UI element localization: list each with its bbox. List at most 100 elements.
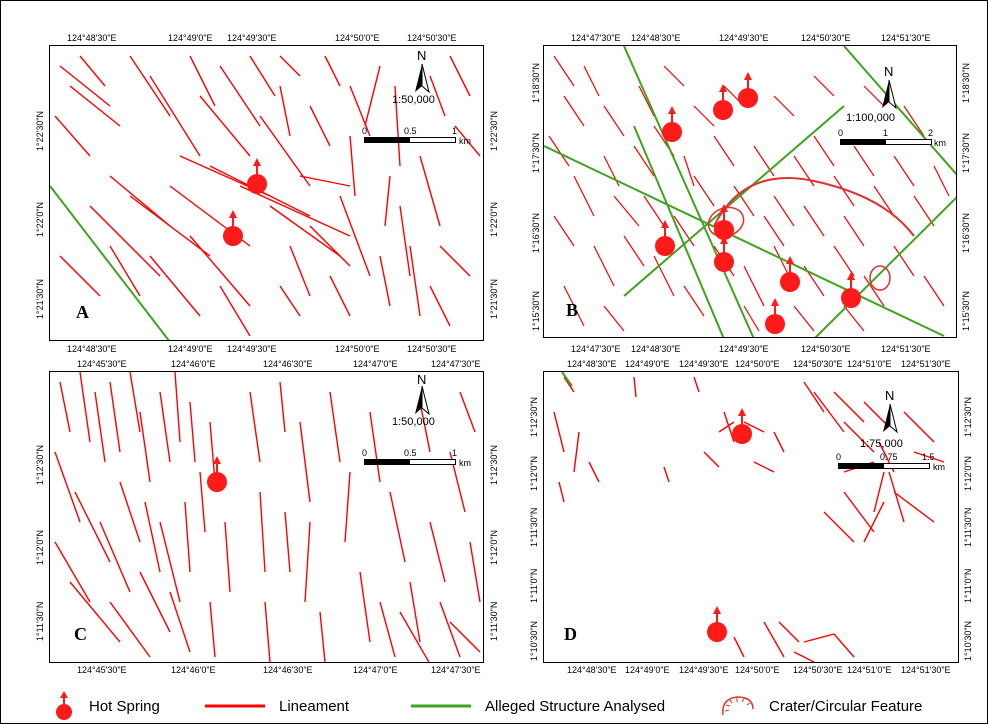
north-label: N (884, 64, 894, 79)
scale-label: 1 (452, 448, 458, 458)
north-arrow-icon (883, 403, 898, 434)
scale-label: 2 (928, 128, 934, 138)
tick-right: 1°15'30"N (961, 290, 971, 331)
hot-spring-icon (714, 204, 734, 240)
hot-spring-icon (662, 106, 682, 142)
scale-label: 1 (883, 128, 889, 138)
panel-label: A (76, 302, 89, 322)
panel-label: D (564, 624, 577, 644)
tick-left: 1°12'30"N (529, 396, 539, 437)
tick-bottom: 124°50'0"E (335, 344, 380, 354)
tick-bottom: 124°48'30"E (631, 344, 681, 354)
tick-top: 124°50'30"E (801, 33, 851, 43)
tick-right: 1°22'0"N (489, 201, 499, 237)
tick-top: 124°49'30"E (227, 33, 277, 43)
legend-label: Crater/Circular Feature (769, 697, 923, 715)
north-label: N (885, 388, 895, 403)
map-panel-a: A N 1:50,000 0 0.5 1 km (49, 45, 484, 341)
tick-right: 1°12'30"N (489, 444, 499, 485)
scale-unit: km (934, 138, 946, 148)
legend: Hot Spring Lineament Alleged Structure A… (1, 691, 988, 721)
tick-top: 124°49'30"E (679, 359, 729, 369)
tick-left: 1°16'30"N (531, 212, 541, 253)
tick-top: 124°46'30"E (263, 359, 313, 369)
scale-label: 0.75 (880, 452, 898, 462)
scale-bar (364, 137, 456, 143)
tick-right: 1°12'30"N (963, 396, 973, 437)
tick-right: 1°11'0"N (963, 568, 973, 603)
tick-top: 124°47'30"E (571, 33, 621, 43)
tick-left: 1°11'30"N (35, 601, 45, 641)
north-arrow-icon (415, 63, 430, 94)
tick-bottom: 124°48'30"E (567, 665, 617, 675)
tick-bottom: 124°51'30"E (881, 344, 931, 354)
hot-spring-icon (841, 272, 861, 308)
legend-label: Lineament (279, 697, 350, 715)
tick-bottom: 124°49'30"E (679, 665, 729, 675)
tick-bottom: 124°48'30"E (67, 344, 117, 354)
tick-top: 124°49'30"E (719, 33, 769, 43)
scale-ratio: 1:75,000 (860, 438, 903, 450)
legend-item-lineament: Lineament (205, 691, 349, 721)
scale-label: 0 (836, 452, 842, 462)
tick-bottom: 124°47'0"E (353, 665, 398, 675)
tick-left: 1°21'30"N (35, 278, 45, 319)
panel-c-lines (54, 372, 481, 662)
tick-top: 124°47'30"E (431, 359, 481, 369)
tick-right: 1°11'30"N (963, 507, 973, 547)
tick-top: 124°46'0"E (171, 359, 216, 369)
panel-label: B (566, 300, 579, 320)
tick-top: 124°51'0"E (847, 359, 892, 369)
tick-bottom: 124°51'30"E (901, 665, 951, 675)
hot-spring-icon (714, 236, 734, 272)
hot-spring-icon (655, 220, 675, 256)
scale-label: 0.5 (404, 126, 417, 136)
map-panel-b: B N 1:100,000 0 1 2 km (543, 45, 957, 338)
tick-bottom: 124°50'30"E (407, 344, 457, 354)
tick-top: 124°48'30"E (631, 33, 681, 43)
panel-label: C (74, 624, 87, 644)
hot-spring-icon (707, 606, 727, 642)
tick-top: 124°49'0"E (625, 359, 670, 369)
hot-spring-icon (56, 691, 72, 720)
north-label: N (417, 372, 427, 387)
scale-label: 0 (838, 128, 844, 138)
legend-item-crater: Crater/Circular Feature (719, 691, 922, 721)
scale-bar (838, 463, 930, 469)
tick-bottom: 124°50'0"E (735, 665, 780, 675)
hot-spring-icon (223, 210, 243, 246)
tick-bottom: 124°47'30"E (571, 344, 621, 354)
tick-bottom: 124°51'0"E (847, 665, 892, 675)
scale-bar (840, 139, 932, 145)
scale-unit: km (459, 136, 471, 146)
scale-ratio: 1:50,000 (392, 416, 435, 428)
scale-ratio: 1:50,000 (392, 94, 435, 106)
hot-spring-icon (780, 256, 800, 292)
tick-left: 1°12'0"N (529, 455, 539, 491)
tick-left: 1°15'30"N (531, 290, 541, 331)
tick-left: 1°11'0"N (529, 568, 539, 603)
tick-top: 124°50'0"E (735, 359, 780, 369)
scale-label: 1 (452, 126, 458, 136)
tick-top: 124°48'30"E (67, 33, 117, 43)
tick-top: 124°48'30"E (567, 359, 617, 369)
tick-left: 1°18'30"N (531, 62, 541, 103)
tick-right: 1°10'30"N (963, 620, 973, 661)
tick-left: 1°22'0"N (35, 201, 45, 237)
tick-bottom: 124°46'30"E (263, 665, 313, 675)
tick-right: 1°21'30"N (489, 278, 499, 319)
tick-left: 1°17'30"N (531, 132, 541, 173)
scale-unit: km (459, 458, 471, 468)
scale-unit: km (933, 462, 945, 472)
north-label: N (417, 48, 427, 63)
tick-top: 124°50'0"E (335, 33, 380, 43)
map-panel-d: D N 1:75,000 0 0.75 1.5 km (543, 371, 959, 663)
tick-right: 1°16'30"N (961, 212, 971, 253)
legend-item-hot-spring: Hot Spring (53, 691, 160, 721)
hot-spring-icon (732, 408, 752, 444)
tick-bottom: 124°49'30"E (719, 344, 769, 354)
hot-spring-icon (207, 456, 227, 492)
scale-label: 0 (362, 126, 368, 136)
tick-right: 1°17'30"N (961, 132, 971, 173)
